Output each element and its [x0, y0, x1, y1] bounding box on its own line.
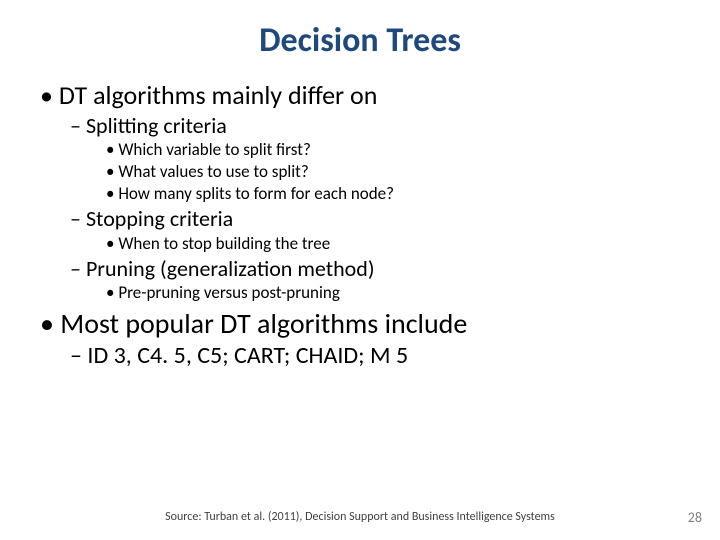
bullet-lvl2-2a: ID 3, C4. 5, C5; CART; CHAID; M 5 — [70, 341, 680, 371]
bullet-list: DT algorithms mainly differ on Splitting… — [40, 79, 680, 371]
bullet-lvl3-list-1a: Which variable to split first? What valu… — [106, 139, 680, 205]
bullet-lvl3-1a-iii-text: How many splits to form for each node? — [106, 183, 394, 204]
bullet-lvl2-1c: Pruning (generalization method) Pre-prun… — [70, 255, 680, 305]
bullet-lvl2-1a: Splitting criteria Which variable to spl… — [70, 112, 680, 206]
bullet-lvl2-1b-text: Stopping criteria — [70, 205, 233, 232]
bullet-lvl3-1b-i: When to stop building the tree — [106, 233, 680, 255]
bullet-lvl3-1c-i: Pre-pruning versus post-pruning — [106, 282, 680, 304]
bullet-lvl3-1c-i-text: Pre-pruning versus post-pruning — [106, 282, 340, 303]
bullet-lvl2-1a-text: Splitting criteria — [70, 112, 227, 139]
page-number: 28 — [688, 509, 702, 526]
bullet-lvl1-2-text: Most popular DT algorithms include — [40, 306, 467, 341]
bullet-lvl2-2a-text: ID 3, C4. 5, C5; CART; CHAID; M 5 — [70, 341, 408, 370]
bullet-lvl3-list-1c: Pre-pruning versus post-pruning — [106, 282, 680, 304]
bullet-lvl3-1a-i: Which variable to split first? — [106, 139, 680, 161]
bullet-lvl1-1-text: DT algorithms mainly differ on — [40, 79, 377, 111]
bullet-lvl3-1a-ii: What values to use to split? — [106, 161, 680, 183]
bullet-lvl3-1b-i-text: When to stop building the tree — [106, 233, 330, 254]
bullet-lvl2-list-1: Splitting criteria Which variable to spl… — [70, 112, 680, 305]
bullet-lvl2-list-2: ID 3, C4. 5, C5; CART; CHAID; M 5 — [70, 341, 680, 371]
bullet-lvl3-list-1b: When to stop building the tree — [106, 233, 680, 255]
slide-container: Decision Trees DT algorithms mainly diff… — [0, 0, 720, 540]
bullet-lvl3-1a-iii: How many splits to form for each node? — [106, 183, 680, 205]
bullet-lvl1-1: DT algorithms mainly differ on Splitting… — [40, 79, 680, 304]
bullet-lvl3-1a-i-text: Which variable to split first? — [106, 139, 311, 160]
slide-title: Decision Trees — [40, 20, 680, 61]
bullet-lvl2-1c-text: Pruning (generalization method) — [70, 255, 375, 282]
source-citation: Source: Turban et al. (2011), Decision S… — [0, 510, 720, 524]
bullet-lvl2-1b: Stopping criteria When to stop building … — [70, 205, 680, 255]
bullet-lvl1-2: Most popular DT algorithms include ID 3,… — [40, 306, 680, 371]
bullet-lvl3-1a-ii-text: What values to use to split? — [106, 161, 309, 182]
